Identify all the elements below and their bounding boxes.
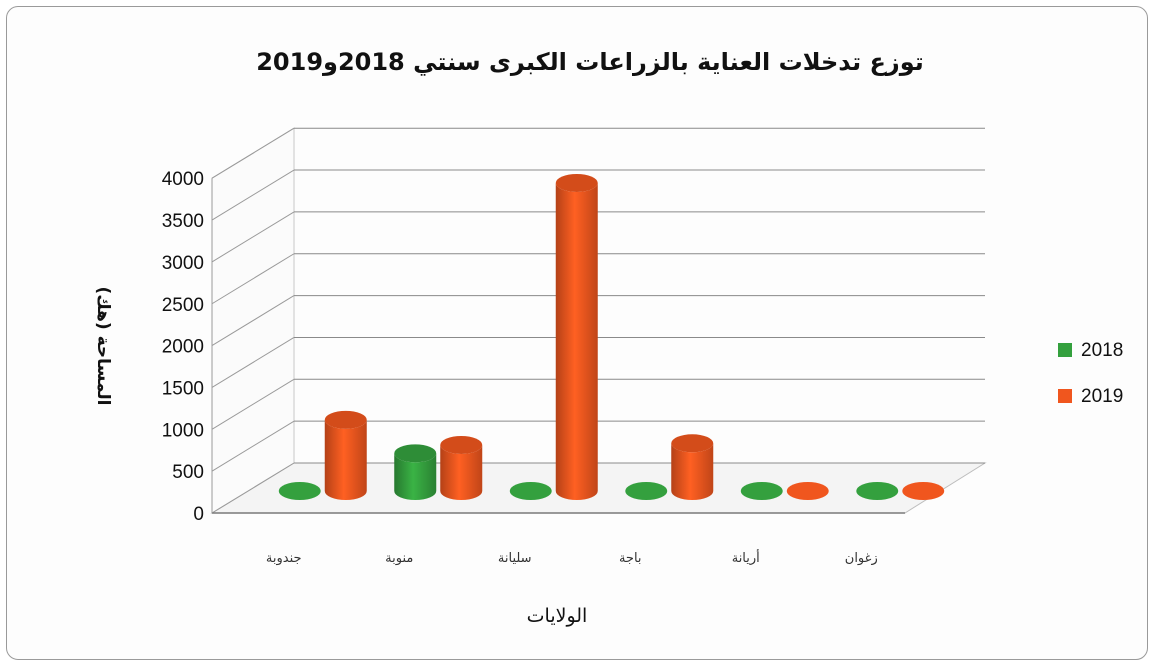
bar-2019-1	[440, 435, 483, 500]
bar-body	[324, 419, 367, 500]
gridline-side	[211, 127, 295, 179]
y-axis-label: المساحة (هك)	[93, 287, 113, 406]
bar-top	[856, 482, 899, 500]
bar-2019-4	[786, 482, 829, 500]
bar-2019-5	[902, 482, 945, 500]
bar-top	[740, 482, 783, 500]
bar-2019-3	[671, 434, 714, 500]
chart-title: توزع تدخلات العناية بالزراعات الكبرى سنت…	[256, 48, 924, 76]
grid-layer	[210, 127, 987, 514]
x-tick-label: سليانة	[498, 551, 532, 566]
bar-2018-0	[278, 482, 321, 500]
bars-layer	[278, 173, 945, 500]
y-tick-label: 1500	[162, 378, 204, 399]
gridline-side	[211, 337, 295, 388]
x-tick-label: منوبة	[385, 551, 413, 566]
bar-top	[555, 173, 598, 192]
bar-2018-4	[740, 482, 783, 500]
bar-body	[555, 182, 598, 500]
x-tick-label: جندوبة	[266, 551, 302, 566]
bar-top	[671, 434, 714, 453]
bar-top	[509, 482, 552, 500]
legend-label-2018: 2018	[1081, 340, 1123, 361]
x-tick-label: باجة	[619, 551, 642, 566]
bar-top	[625, 482, 668, 500]
bar-2018-5	[856, 482, 899, 500]
y-tick-label: 4000	[162, 169, 204, 190]
gridline-side	[211, 378, 295, 430]
y-tick-label: 0	[193, 504, 204, 525]
y-tick-label: 3000	[162, 253, 204, 274]
y-tick-label: 3500	[162, 211, 204, 232]
legend: 2018 2019	[1058, 340, 1123, 407]
y-tick-label: 2000	[162, 337, 204, 358]
x-tick-label: أريانة	[732, 549, 760, 566]
gridline-side	[211, 462, 295, 514]
bar-2019-0	[324, 410, 367, 500]
bar-2018-3	[625, 482, 668, 500]
x-tick-labels: جندوبة منوبة سليانة باجة أريانة زغوان	[266, 549, 878, 566]
legend-swatch-2018	[1058, 343, 1072, 357]
y-tick-labels: 0 500 1000 1500 2000 2500 3000 3500 4000	[162, 169, 204, 525]
bar-top	[324, 410, 367, 429]
gridline-side	[211, 253, 295, 305]
legend-swatch-2019	[1058, 389, 1072, 403]
bar-2018-2	[509, 482, 552, 500]
y-tick-label: 1000	[162, 420, 204, 441]
bar-top	[440, 435, 483, 454]
y-tick-label: 2500	[162, 295, 204, 316]
bar-top	[394, 444, 437, 463]
bar-top	[278, 482, 321, 500]
bar-2019-2	[555, 173, 598, 500]
y-tick-label: 500	[172, 462, 204, 483]
bar-body	[671, 443, 714, 500]
x-axis-label: الولايات	[527, 605, 588, 627]
bar-top	[786, 482, 829, 500]
gridline-side	[211, 169, 295, 221]
bar-top	[902, 482, 945, 500]
gridline-side	[211, 211, 295, 263]
gridline-side	[211, 295, 295, 347]
gridline-side	[211, 420, 295, 472]
legend-label-2019: 2019	[1081, 386, 1123, 407]
bar-body	[394, 453, 437, 500]
x-tick-label: زغوان	[845, 551, 878, 566]
bar-body	[440, 444, 483, 500]
bar-2018-1	[394, 444, 437, 500]
